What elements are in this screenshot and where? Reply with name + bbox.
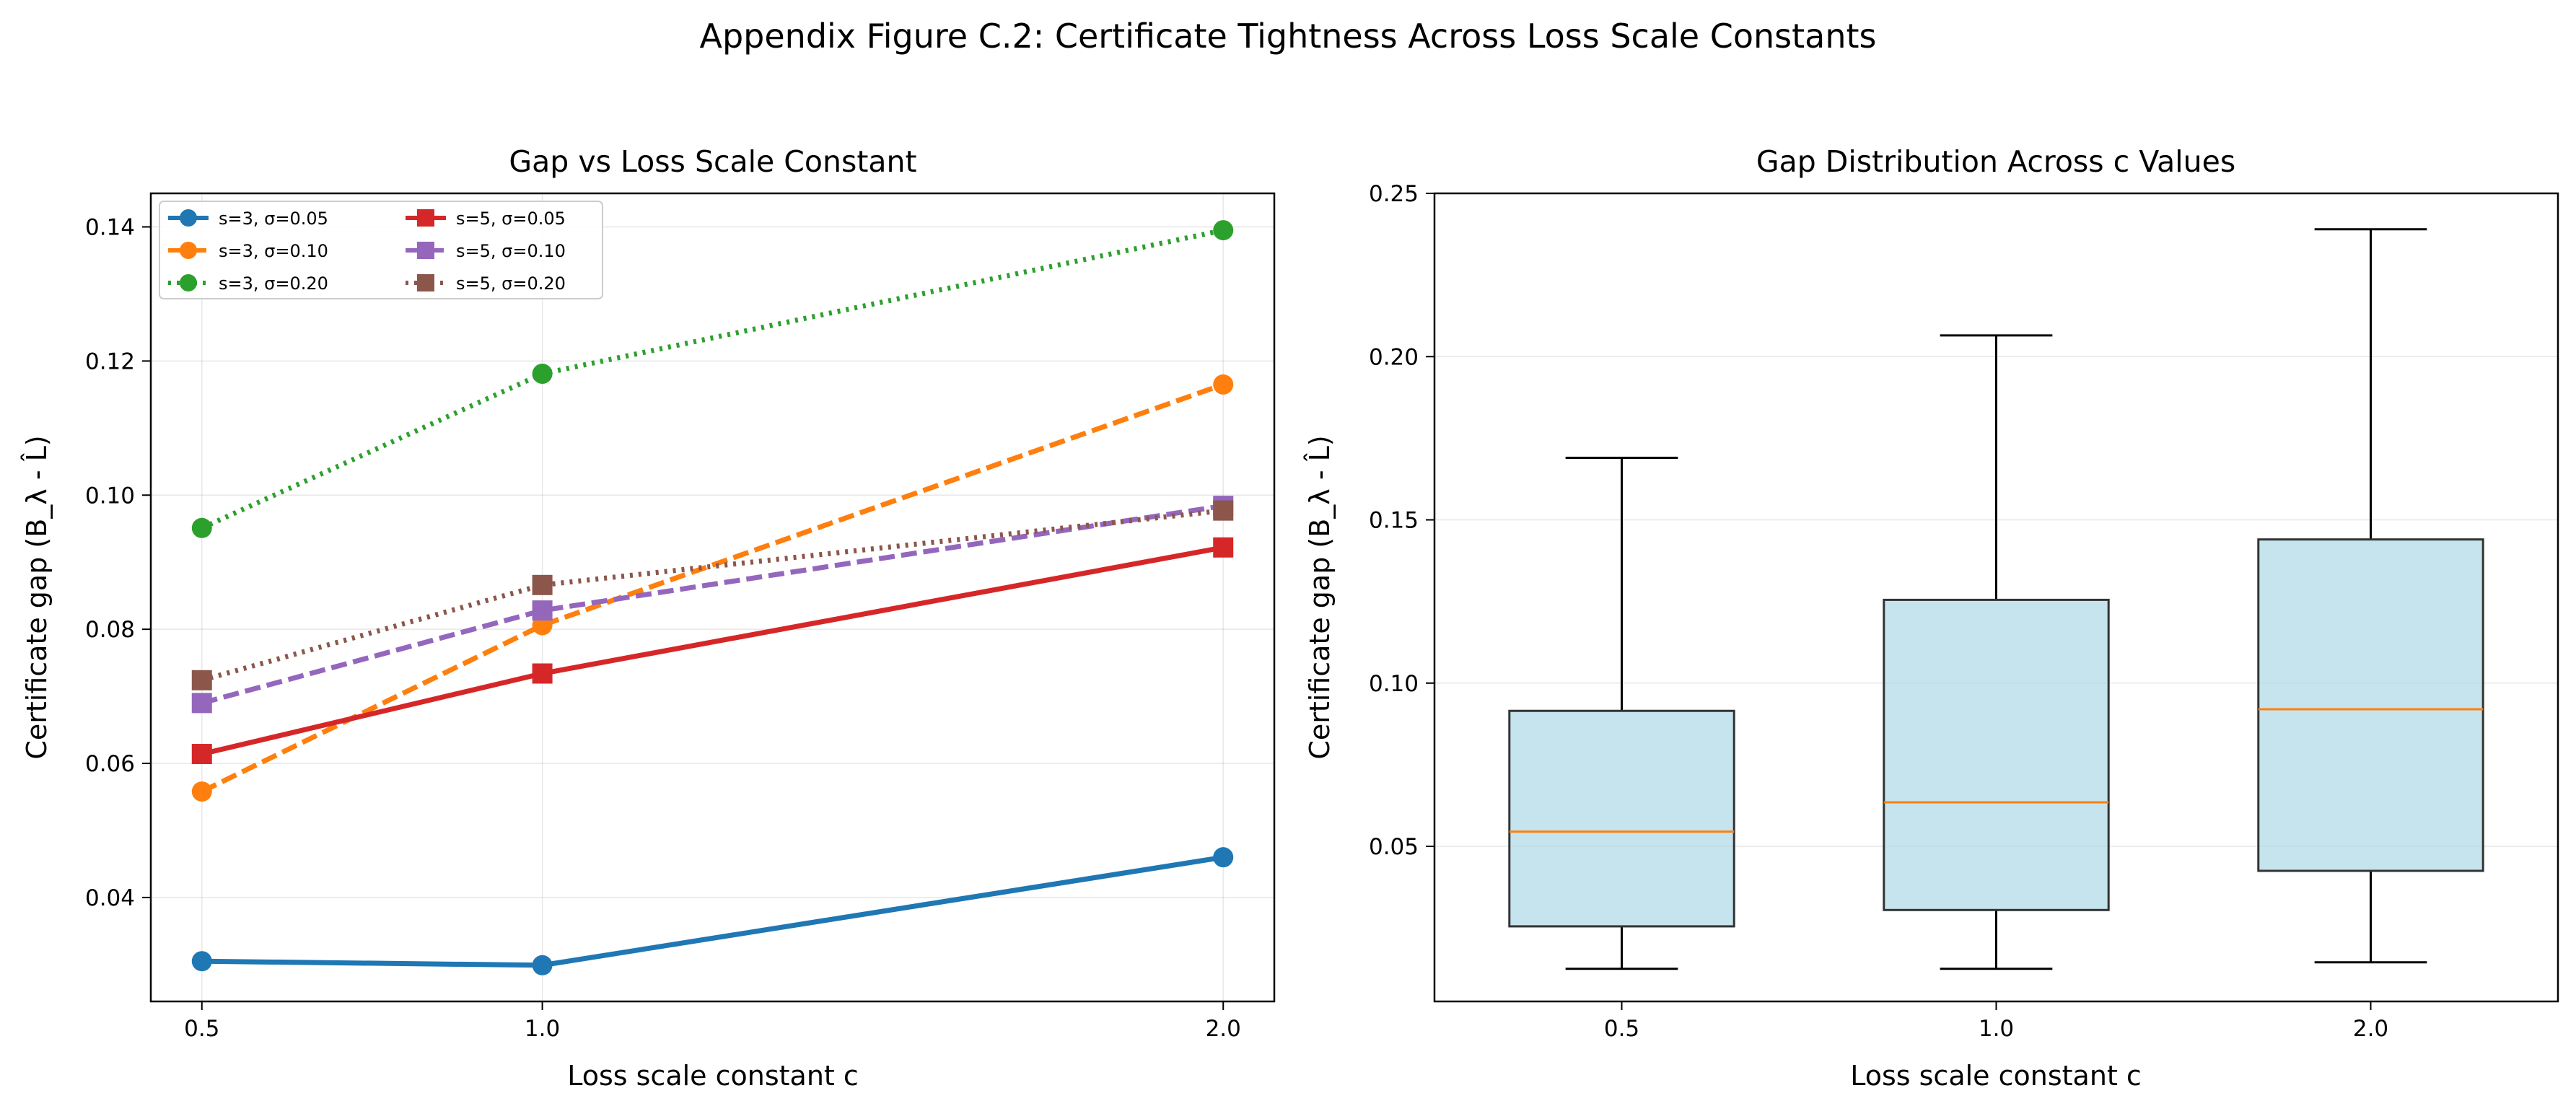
legend-marker-3 <box>180 274 197 291</box>
series-3-point <box>1213 220 1234 241</box>
box-1 <box>1508 457 1735 970</box>
box-body <box>1508 709 1735 928</box>
line-chart-y-label: Certificate gap (B_λ - L̂) <box>21 435 53 759</box>
box-chart-x-tick-label: 1.0 <box>1979 1016 2014 1042</box>
series-4-point <box>1213 537 1234 558</box>
series-3-point <box>532 364 553 385</box>
line-chart-y-axis: 0.04 0.06 0.08 0.10 0.12 0.14 <box>85 214 151 911</box>
box-chart-x-tick-label: 2.0 <box>2353 1016 2388 1042</box>
line-chart-y-tick-label: 0.08 <box>85 617 135 643</box>
series-line-1 <box>201 854 1224 968</box>
series-line-6 <box>201 508 1224 683</box>
series-4-point <box>191 744 212 765</box>
series-6-point <box>532 574 553 595</box>
legend-marker-5 <box>417 242 434 259</box>
line-chart-y-tick-label: 0.06 <box>85 751 135 777</box>
series-line-2 <box>201 382 1225 794</box>
box-chart-x-label: Loss scale constant c <box>1850 1060 2142 1092</box>
box-chart-x-axis: 0.5 1.0 2.0 <box>1604 1001 2388 1042</box>
line-chart-y-tick-label: 0.04 <box>85 885 135 911</box>
series-3-point <box>191 517 212 538</box>
series-1-point <box>1213 847 1234 868</box>
line-chart-x-tick-label: 1.0 <box>525 1016 560 1042</box>
line-chart-plot-area <box>191 220 1234 975</box>
box-chart-y-tick-label: 0.15 <box>1369 508 1419 534</box>
box-body <box>2257 538 2484 872</box>
line-chart-grid <box>151 193 1274 1001</box>
box-chart-y-axis: 0.05 0.10 0.15 0.20 0.25 <box>1369 181 1434 860</box>
figure-suptitle: Appendix Figure C.2: Certificate Tightne… <box>700 17 1877 56</box>
series-4-point <box>532 663 553 684</box>
line-chart-x-tick-label: 0.5 <box>184 1016 219 1042</box>
line-chart-legend: s=3, σ=0.05 s=3, σ=0.10 s=3, σ=0.20 s=5, σ=… <box>159 201 603 299</box>
line-chart-x-axis: 0.5 1.0 2.0 <box>184 1001 1241 1042</box>
legend-marker-4 <box>417 209 434 227</box>
line-chart-x-tick-label: 2.0 <box>1206 1016 1241 1042</box>
series-2-point <box>1213 374 1234 395</box>
box-chart-title: Gap Distribution Across c Values <box>1756 144 2235 179</box>
series-line-5 <box>201 503 1224 706</box>
box-body <box>1883 598 2110 911</box>
line-chart-frame <box>149 192 1276 1003</box>
box-chart-y-label: Certificate gap (B_λ - L̂) <box>1304 435 1336 759</box>
line-chart-y-tick-label: 0.10 <box>85 483 135 509</box>
box-chart-panel: Gap Distribution Across c Values 0.5 1.0 2… <box>1304 144 2559 1092</box>
box-chart-y-tick-label: 0.20 <box>1369 344 1419 370</box>
series-2-point <box>191 781 212 802</box>
line-chart-y-tick-label: 0.12 <box>85 348 135 374</box>
legend-box <box>159 201 603 299</box>
legend-marker-6 <box>417 274 434 291</box>
legend-label-3: s=3, σ=0.20 <box>219 273 328 294</box>
series-1-point <box>191 951 212 972</box>
legend-marker-2 <box>180 242 197 259</box>
box-chart-x-tick-label: 0.5 <box>1604 1016 1639 1042</box>
legend-label-6: s=5, σ=0.20 <box>456 273 566 294</box>
line-chart-y-tick-label: 0.14 <box>85 214 135 240</box>
box-chart-y-tick-label: 0.05 <box>1369 834 1419 860</box>
box-chart-y-tick-label: 0.25 <box>1369 181 1419 207</box>
series-5-point <box>191 693 212 714</box>
box-chart-y-tick-label: 0.10 <box>1369 671 1419 697</box>
series-6-point <box>191 670 212 690</box>
legend-label-1: s=3, σ=0.05 <box>219 209 328 229</box>
box-3 <box>2257 228 2484 964</box>
legend-label-2: s=3, σ=0.10 <box>219 241 328 261</box>
series-line-4 <box>201 545 1224 757</box>
box-2 <box>1883 334 2110 970</box>
line-chart-title: Gap vs Loss Scale Constant <box>509 144 916 179</box>
line-chart-x-label: Loss scale constant c <box>567 1060 859 1092</box>
line-chart-panel: Gap vs Loss Scale Constant 0.5 1.0 2.0 0.0… <box>21 144 1276 1092</box>
legend-label-5: s=5, σ=0.10 <box>456 241 566 261</box>
legend-marker-1 <box>180 209 197 227</box>
box-chart-plot-area <box>1508 228 2484 970</box>
series-1-point <box>532 955 553 975</box>
legend-label-4: s=5, σ=0.05 <box>456 209 566 229</box>
series-6-point <box>1213 500 1234 521</box>
series-5-point <box>532 600 553 621</box>
